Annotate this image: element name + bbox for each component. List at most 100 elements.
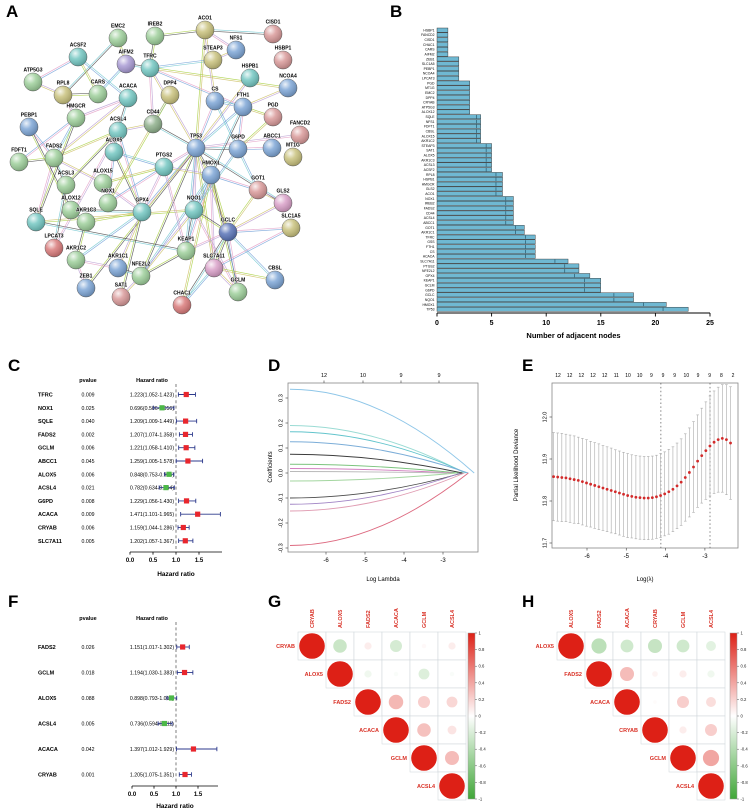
corr-cell [437, 659, 467, 689]
corr-cell [640, 659, 670, 689]
network-node: AKR1C3 [76, 207, 97, 232]
bar-label: NCOA4 [423, 72, 435, 76]
network-node: CARS [88, 79, 108, 104]
bar [436, 297, 634, 302]
svg-text:9: 9 [662, 373, 665, 379]
bar [436, 71, 460, 76]
panel-label-b: B [390, 2, 403, 21]
corr-col-label: ALOX5 [338, 610, 344, 628]
network-node-label: FADS2 [46, 144, 62, 150]
bar-label: CBSL [426, 129, 435, 133]
bar [436, 258, 569, 264]
network-node-label: FANCD2 [290, 121, 310, 127]
network-node-label: CARS [91, 80, 106, 86]
cv-error-bars [552, 384, 732, 540]
bar [436, 119, 481, 124]
network-node-label: TFRC [143, 54, 157, 60]
bar [436, 172, 503, 177]
network-node: ALOX5 [104, 137, 124, 162]
bar-label: EMC2 [425, 91, 435, 95]
corr-cell [409, 743, 439, 773]
bar-label: SQLE [425, 115, 435, 119]
bar [436, 66, 460, 71]
network-node: GCLM [228, 277, 248, 302]
network-node: PTGS2 [154, 152, 174, 177]
bar-label: FANCD2 [421, 33, 434, 37]
svg-text:0: 0 [435, 320, 439, 327]
svg-text:10: 10 [625, 373, 631, 379]
correlation-matrix-g: CRYAB CRYAB ALOX5 ALOX5 FADS2 FADS2 ACACA ACACA… [276, 608, 486, 801]
network-node-label: SQLE [29, 208, 43, 214]
bar-label: GOT1 [425, 226, 434, 230]
svg-text:0.2: 0.2 [479, 697, 485, 702]
bar [436, 157, 492, 163]
network-node-label: GOT1 [251, 176, 265, 182]
network-node-label: SLC7A11 [203, 254, 225, 260]
corr-cell [409, 659, 439, 689]
svg-text:1.221(1.058-1.410): 1.221(1.058-1.410) [130, 446, 174, 452]
bar [436, 177, 503, 182]
lasso-path [289, 472, 465, 512]
svg-text:-6: -6 [323, 558, 329, 564]
lasso-path [289, 472, 461, 505]
network-node-label: AKR1C1 [108, 254, 128, 260]
network-node: PGD [263, 102, 283, 127]
network-node-label: SAT1 [115, 283, 128, 289]
bar [436, 196, 514, 201]
corr-col-label: ALOX5 [569, 610, 575, 628]
bar [436, 95, 470, 100]
svg-text:TFRC: TFRC [38, 393, 53, 399]
bar-label: ACO1 [425, 192, 434, 196]
svg-text:FADS2: FADS2 [38, 432, 56, 438]
network-node: ACACA [119, 83, 138, 108]
network-node: FANCD2 [290, 120, 311, 145]
svg-text:15: 15 [597, 320, 605, 327]
bar-label: KEAP1 [424, 279, 435, 283]
network-node-label: ATP5G3 [23, 68, 42, 74]
svg-text:CRYAB: CRYAB [38, 526, 57, 532]
lasso-y-axis-title: Coefficients [268, 451, 274, 482]
svg-text:0: 0 [479, 714, 482, 719]
network-node: EMC2 [108, 23, 128, 48]
bar [436, 268, 580, 274]
forest-row: ACACA 0.009 1.471(1.101-1.965) [38, 511, 221, 518]
network-node-label: PGD [268, 103, 279, 109]
bar [436, 278, 602, 283]
network-node-label: ABCC1 [263, 134, 280, 140]
network-node-label: CISD1 [266, 20, 281, 26]
network-node-label: CS [212, 87, 220, 93]
svg-text:-0.1: -0.1 [279, 493, 285, 502]
corr-cell [381, 687, 411, 717]
network-node: ZEB1 [76, 273, 96, 298]
network-node: CBSL [265, 265, 285, 290]
bar-label: HMOX1 [422, 303, 434, 307]
network-node: MT1G [283, 142, 303, 167]
corr-col-label: ACACA [625, 608, 631, 628]
corr-cell [640, 631, 670, 661]
bar-label: ATP5G3 [422, 105, 435, 109]
bar-label: NQO1 [425, 298, 435, 302]
lasso-path [289, 472, 469, 546]
network-node-label: HMOX1 [202, 161, 220, 167]
svg-text:Hazard ratio: Hazard ratio [136, 616, 168, 622]
network-node-label: GLS2 [276, 189, 289, 195]
bar [436, 42, 449, 47]
network-node: GPX4 [132, 197, 152, 222]
lasso-path [289, 472, 457, 482]
svg-text:12: 12 [579, 373, 585, 379]
svg-text:-0.3: -0.3 [279, 543, 285, 552]
network-node: ALOX15 [93, 168, 113, 193]
network-node: TP53 [186, 133, 206, 158]
svg-text:9: 9 [650, 373, 653, 379]
network-node-label: NFS1 [230, 36, 243, 42]
bar [436, 143, 492, 148]
bar-label: GSS [427, 240, 435, 244]
network-node: HMGCR [66, 103, 86, 128]
forest-row: NOX1 0.025 0.696(0.506-0.956) [38, 405, 175, 412]
svg-text:11: 11 [614, 373, 619, 379]
bar-label: PTGS2 [423, 264, 434, 268]
network-node-label: PTGS2 [156, 153, 173, 159]
corr-cell [353, 631, 383, 661]
bar [436, 282, 602, 288]
